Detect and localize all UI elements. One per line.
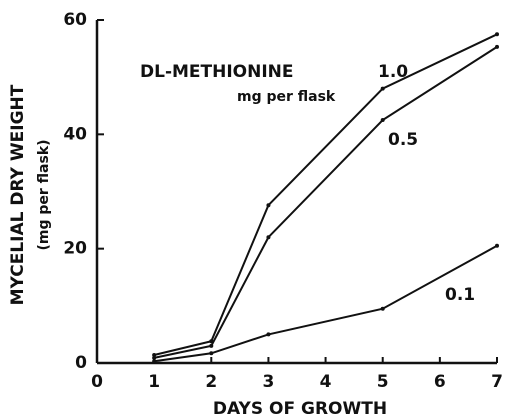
x-tick-label: 1 [148, 372, 160, 392]
y-tick-label: 20 [63, 239, 87, 259]
x-tick-label: 7 [491, 372, 503, 392]
y-tick-label: 40 [63, 124, 87, 144]
x-tick-label: 5 [377, 372, 389, 392]
point [380, 118, 385, 123]
annotation: mg per flask [237, 89, 336, 105]
line [153, 33, 498, 356]
point [152, 359, 157, 364]
x-tick-label: 4 [320, 372, 332, 392]
point [266, 203, 271, 208]
point [495, 32, 499, 37]
x-axis-label: DAYS OF GROWTH [213, 399, 387, 419]
x-tick-label: 3 [263, 372, 275, 392]
y-tick-label: 60 [63, 10, 87, 30]
point [152, 352, 157, 357]
point [209, 351, 214, 356]
point [152, 355, 157, 360]
point [380, 306, 385, 311]
y-axis-sublabel: (mg per flask) [36, 139, 52, 250]
series-label: 0.1 [445, 285, 475, 305]
point [380, 86, 385, 91]
point [266, 332, 271, 337]
x-tick-label: 0 [91, 372, 103, 392]
y-axis-label: MYCELIAL DRY WEIGHT [8, 84, 28, 305]
point [495, 44, 499, 49]
point [209, 343, 214, 348]
x-tick-label: 2 [205, 372, 217, 392]
x-tick-label: 6 [434, 372, 446, 392]
y-tick-label: 0 [75, 353, 87, 373]
point [495, 243, 499, 248]
series-label: 0.5 [388, 130, 418, 150]
series-label: 1.0 [378, 62, 408, 82]
point [266, 235, 271, 240]
annotation: DL-METHIONINE [140, 62, 294, 82]
